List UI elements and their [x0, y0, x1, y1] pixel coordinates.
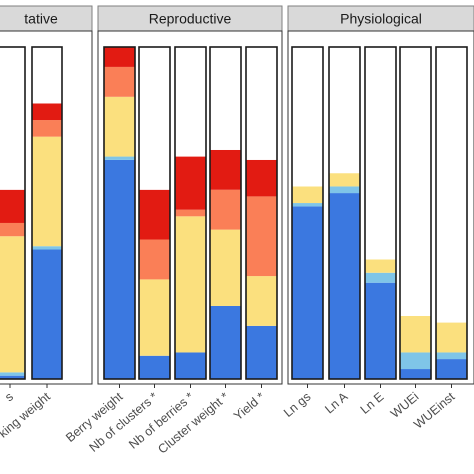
bar-segment-orange — [32, 120, 62, 137]
bar-segment-blue — [436, 359, 467, 379]
bar-segment-yellow — [210, 229, 241, 306]
bar-segment-white — [365, 47, 396, 260]
bar-segment-red — [246, 159, 277, 197]
bar-segment-red — [139, 189, 170, 240]
bar-segment-blue — [246, 325, 277, 379]
bar-segment-white — [329, 47, 360, 174]
bar-segment-white — [292, 47, 323, 187]
bar-segment-lightblue — [104, 156, 135, 160]
x-tick-label: Ln E — [358, 390, 387, 417]
facet-strip-2 — [287, 5, 474, 32]
bar-segment-yellow — [0, 236, 25, 373]
bar-segment-lightblue — [400, 352, 431, 370]
bar-segment-white — [175, 47, 206, 157]
bar-segment-blue — [292, 206, 323, 379]
bar-outline — [138, 46, 171, 380]
bar-segment-yellow — [175, 216, 206, 353]
bar-segment-red — [210, 149, 241, 190]
bar-outline — [364, 46, 397, 380]
bar-segment-yellow — [139, 279, 170, 356]
bar-segment-yellow — [400, 315, 431, 353]
bar-segment-lightblue — [365, 272, 396, 283]
bar-segment-white — [0, 47, 25, 190]
facet-strip-0 — [0, 5, 93, 32]
facet-strip-label: Reproductive — [149, 11, 232, 27]
bar-segment-white — [32, 47, 62, 104]
bar-segment-yellow — [329, 173, 360, 187]
bar-segment-blue — [139, 355, 170, 379]
bar-segment-lightblue — [329, 186, 360, 194]
bar-segment-yellow — [104, 96, 135, 157]
bar-outline — [245, 46, 278, 380]
bar-outline — [174, 46, 207, 380]
bar-outline — [0, 46, 26, 380]
bar-outline — [209, 46, 242, 380]
bar-segment-yellow — [436, 322, 467, 353]
bar-segment-red — [32, 103, 62, 121]
bar-outline — [103, 46, 136, 380]
bar-segment-orange — [175, 209, 206, 217]
bar-outline — [291, 46, 324, 380]
bar-segment-yellow — [246, 276, 277, 326]
bar-segment-blue — [365, 282, 396, 379]
bar-segment-lightblue — [0, 372, 25, 376]
x-tick-label: Ln gs — [281, 390, 313, 420]
bar-segment-red — [0, 189, 25, 223]
facet-strip-label: tative — [24, 11, 58, 27]
bar-outline — [31, 46, 63, 380]
bar-segment-blue — [32, 249, 62, 379]
facet-strip-label: Physiological — [340, 11, 422, 27]
bar-segment-white — [210, 47, 241, 150]
bar-segment-white — [139, 47, 170, 190]
bar-outline — [399, 46, 432, 380]
bar-segment-yellow — [365, 259, 396, 273]
bar-segment-orange — [139, 239, 170, 280]
bar-segment-orange — [210, 189, 241, 230]
bar-segment-blue — [210, 305, 241, 379]
bar-segment-blue — [329, 193, 360, 379]
bar-segment-orange — [0, 222, 25, 237]
x-tick-label: s — [2, 390, 16, 405]
bar-segment-blue — [0, 375, 25, 379]
bar-segment-orange — [104, 66, 135, 97]
bar-segment-lightblue — [436, 352, 467, 360]
x-tick-label: Yield * — [231, 389, 267, 423]
bar-segment-blue — [104, 159, 135, 379]
bar-outline — [328, 46, 361, 380]
bar-segment-lightblue — [292, 203, 323, 207]
bar-outline — [435, 46, 468, 380]
x-tick-label: WUEinst — [411, 389, 458, 431]
bar-segment-blue — [175, 352, 206, 379]
bar-segment-yellow — [292, 186, 323, 204]
bar-segment-white — [436, 47, 467, 323]
bar-segment-yellow — [32, 136, 62, 247]
bar-segment-red — [175, 156, 206, 210]
bar-segment-red — [104, 47, 135, 67]
bar-segment-orange — [246, 196, 277, 277]
bar-segment-white — [400, 47, 431, 316]
x-tick-label: Ln A — [322, 389, 351, 416]
bar-segment-lightblue — [32, 246, 62, 250]
bar-segment-white — [246, 47, 277, 160]
bar-segment-blue — [400, 369, 431, 379]
facet-strip-1 — [97, 5, 283, 32]
